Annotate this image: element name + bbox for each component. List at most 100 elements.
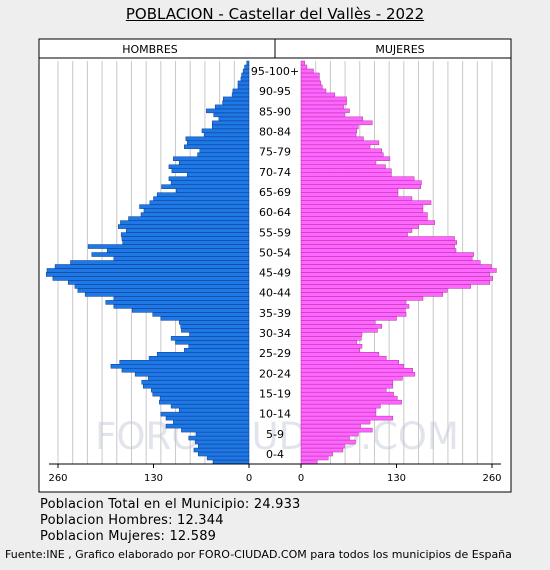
women-bar — [300, 208, 424, 213]
women-bar — [300, 308, 406, 313]
women-bar — [300, 280, 491, 285]
men-bar — [159, 399, 250, 405]
women-bar — [300, 60, 305, 66]
women-bar — [300, 232, 408, 237]
men-bar — [156, 192, 250, 197]
men-bar — [180, 324, 250, 329]
men-bar — [105, 300, 250, 305]
women-bar — [300, 120, 373, 126]
age-labels: 0-4 5-9 10-14 15-19 20-24 25-29 30-34 35-39 40-4… — [251, 65, 299, 461]
men-bar — [246, 60, 250, 66]
men-bar — [242, 68, 250, 74]
women-bar — [300, 324, 383, 329]
women-bar — [300, 180, 422, 185]
men-bar — [168, 176, 250, 181]
men-bar — [140, 212, 250, 217]
women-bar — [300, 216, 428, 221]
women-bar — [300, 168, 392, 173]
summary-men: Poblacion Hombres: 12.344 — [40, 513, 224, 528]
women-bar — [300, 312, 407, 317]
men-bar — [121, 367, 250, 373]
women-bar — [300, 292, 444, 297]
women-bar — [300, 68, 314, 74]
women-bar — [300, 387, 387, 393]
women-bar — [300, 415, 394, 421]
women-bar — [300, 252, 474, 257]
men-bar — [134, 371, 250, 377]
women-bar — [300, 423, 361, 429]
age-label: 35-39 — [259, 307, 291, 320]
men-bar — [232, 88, 250, 94]
men-bar — [91, 252, 250, 257]
men-bar — [120, 220, 250, 225]
men-bar — [195, 439, 250, 445]
women-bar — [300, 443, 345, 449]
women-bar — [300, 375, 403, 381]
men-bar — [244, 64, 250, 70]
women-bar — [300, 188, 399, 193]
men-bar — [175, 340, 250, 345]
age-label: 60-64 — [259, 206, 291, 219]
women-bar — [300, 108, 350, 114]
age-label: 75-79 — [259, 146, 291, 159]
women-bar — [300, 84, 323, 90]
men-bar — [148, 375, 250, 381]
women-bar — [300, 268, 497, 273]
women-bar — [300, 128, 358, 134]
men-bar — [156, 352, 250, 357]
age-label: 15-19 — [259, 387, 291, 400]
women-bar — [300, 144, 371, 150]
men-bar — [117, 224, 250, 229]
women-bar — [300, 459, 318, 465]
women-bar — [300, 140, 380, 146]
source-note: Fuente:INE , Grafico elaborado por FORO-… — [5, 548, 512, 561]
men-bar — [206, 108, 250, 114]
men-bar — [170, 336, 250, 341]
men-bar — [168, 164, 250, 169]
women-bars — [300, 60, 497, 465]
women-bar — [300, 284, 471, 289]
men-bar — [198, 443, 250, 449]
women-bar — [300, 391, 394, 397]
men-bar — [160, 316, 250, 321]
women-bar — [300, 176, 415, 181]
chart-title: POBLACION - Castellar del Vallès - 2022 — [125, 5, 425, 23]
women-bar — [300, 395, 398, 401]
women-bar — [300, 320, 376, 325]
men-bar — [141, 379, 250, 385]
men-bar — [165, 423, 250, 429]
women-bar — [300, 455, 329, 461]
women-bar — [300, 224, 419, 229]
women-bar — [300, 112, 345, 118]
women-bar — [300, 248, 457, 253]
women-bar — [300, 76, 320, 82]
age-label: 30-34 — [259, 327, 291, 340]
men-bar — [187, 172, 250, 177]
women-bar — [300, 272, 491, 277]
men-bar — [198, 451, 250, 457]
age-label: 10-14 — [259, 408, 291, 421]
women-bar — [300, 411, 377, 417]
women-bar — [300, 379, 394, 385]
men-bar — [237, 80, 250, 86]
women-bar — [300, 348, 361, 353]
men-bar — [153, 196, 250, 201]
women-bar — [300, 300, 407, 305]
men-bar — [139, 204, 250, 209]
men-bar — [152, 391, 250, 397]
women-bar — [300, 192, 399, 197]
men-bar — [119, 360, 250, 365]
men-bar — [214, 104, 250, 110]
age-label: 85-90 — [259, 105, 291, 118]
men-bar — [195, 431, 250, 437]
men-bar — [170, 403, 250, 409]
women-bar — [300, 80, 322, 86]
women-bar — [300, 132, 357, 138]
women-bar — [300, 316, 397, 321]
men-bar — [122, 240, 250, 245]
women-bar — [300, 407, 377, 413]
men-bar — [170, 180, 250, 185]
men-bar — [201, 128, 250, 134]
women-bar — [300, 92, 336, 98]
